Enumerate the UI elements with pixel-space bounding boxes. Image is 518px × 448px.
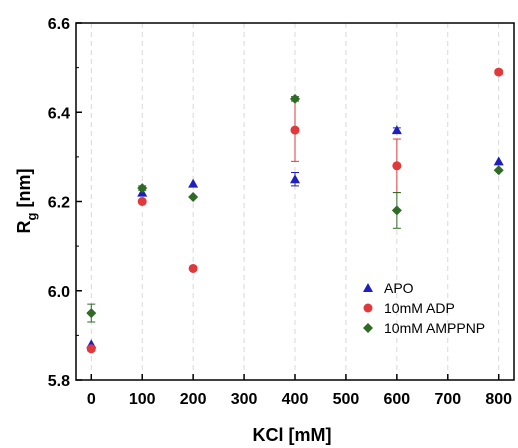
data-point bbox=[137, 197, 147, 206]
data-point bbox=[86, 344, 96, 354]
legend-marker bbox=[363, 303, 373, 313]
data-point bbox=[290, 93, 300, 104]
series-1 bbox=[86, 67, 504, 354]
y-axis-title-unit: [nm] bbox=[14, 169, 34, 213]
x-tick-label: 300 bbox=[231, 391, 258, 408]
y-axis-title: Rg [nm] bbox=[14, 169, 39, 234]
legend: APO 10mM ADP 10mM AMPPNP bbox=[363, 280, 485, 336]
x-tick-label: 400 bbox=[282, 391, 309, 408]
legend-label: 10mM ADP bbox=[384, 300, 455, 316]
x-tick-label: 800 bbox=[485, 391, 512, 408]
y-axis-title-subscript: g bbox=[24, 212, 39, 220]
y-axis-title-main: R bbox=[14, 220, 34, 233]
legend-marker bbox=[363, 323, 373, 333]
y-tick-label: 6.2 bbox=[48, 195, 70, 212]
x-tick-label: 700 bbox=[434, 391, 461, 408]
data-point bbox=[392, 161, 402, 171]
x-tick-label: 100 bbox=[129, 391, 156, 408]
x-tick-label: 0 bbox=[87, 391, 96, 408]
data-point bbox=[494, 67, 504, 77]
legend-label: APO bbox=[384, 280, 414, 296]
data-point bbox=[391, 205, 402, 216]
data-series bbox=[86, 67, 504, 354]
x-axis: 0 100 200 300 400 500 600 700 800 bbox=[87, 374, 512, 408]
data-point bbox=[493, 156, 504, 166]
y-tick-label: 6.6 bbox=[48, 16, 70, 33]
data-point bbox=[391, 125, 402, 135]
y-tick-label: 6.4 bbox=[48, 105, 70, 122]
data-point bbox=[188, 263, 198, 273]
data-point bbox=[493, 165, 504, 176]
x-tick-label: 200 bbox=[180, 391, 207, 408]
x-tick-label: 500 bbox=[333, 391, 360, 408]
x-axis-title: KCl [mM] bbox=[253, 425, 332, 445]
legend-marker bbox=[363, 283, 373, 292]
data-point bbox=[137, 183, 148, 194]
data-point bbox=[86, 308, 97, 319]
y-tick-label: 5.8 bbox=[48, 373, 70, 390]
legend-label: 10mM AMPPNP bbox=[384, 320, 485, 336]
y-tick-label: 6.0 bbox=[48, 284, 70, 301]
series-2 bbox=[86, 93, 504, 323]
data-point bbox=[188, 178, 199, 188]
data-point bbox=[290, 174, 300, 184]
data-point bbox=[290, 125, 300, 135]
y-axis: 5.8 6.0 6.2 6.4 6.6 bbox=[48, 16, 82, 390]
data-point bbox=[188, 192, 199, 203]
x-tick-label: 600 bbox=[384, 391, 411, 408]
